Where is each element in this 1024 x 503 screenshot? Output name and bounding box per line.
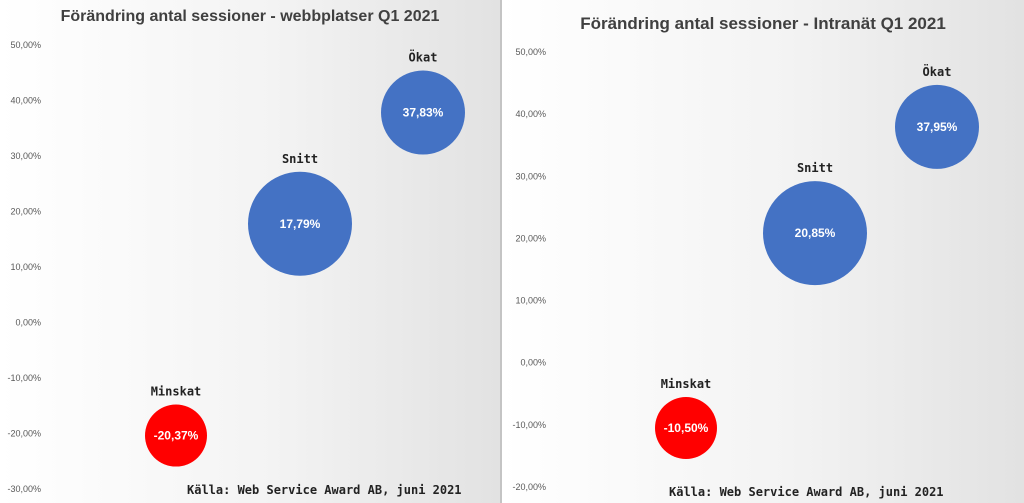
y-tick-label: -20,00% xyxy=(512,482,546,492)
bubble-name-label: Ökat xyxy=(923,64,952,79)
y-tick-label: 20,00% xyxy=(515,233,546,243)
bubble-snitt: 20,85% Snitt xyxy=(763,161,867,286)
bubble-chart-webbplatser: 50,00% 40,00% 30,00% 20,00% 10,00% 0,00% -10,0… xyxy=(7,40,465,494)
chart-panel-webbplatser: Förändring antal sessioner - webbplatser… xyxy=(0,0,500,503)
y-tick-label: 50,00% xyxy=(10,40,41,50)
bubble-mark xyxy=(895,84,979,169)
bubble-mark xyxy=(248,171,352,276)
bubble-name-label: Ökat xyxy=(409,50,438,65)
y-tick-label: 30,00% xyxy=(515,171,546,181)
bubble-name-label: Snitt xyxy=(797,161,833,175)
chart-title: Förändring antal sessioner - webbplatser… xyxy=(60,8,440,25)
y-tick-label: 0,00% xyxy=(520,358,546,368)
chart-panel-intranat: Förändring antal sessioner - Intranät Q1… xyxy=(502,0,1024,503)
y-tick-label: 10,00% xyxy=(10,262,41,272)
bubble-value-label: 37,83% xyxy=(403,106,444,120)
bubble-name-label: Snitt xyxy=(282,152,318,166)
bubble-name-label: Minskat xyxy=(151,385,202,399)
bubble-minskat: -10,50% Minskat xyxy=(655,377,717,459)
bubble-chart-intranat: 50,00% 40,00% 30,00% 20,00% 10,00% 0,00% -10,0… xyxy=(512,47,979,492)
chart-title: Förändring antal sessioner - Intranät Q1… xyxy=(580,14,946,33)
y-tick-label: 40,00% xyxy=(10,96,41,106)
source-note: Källa: Web Service Award AB, juni 2021 xyxy=(669,485,944,499)
bubble-okat: 37,83% Ökat xyxy=(381,50,465,155)
y-tick-label: 30,00% xyxy=(10,151,41,161)
y-tick-label: 10,00% xyxy=(515,296,546,306)
y-tick-label: 20,00% xyxy=(10,207,41,217)
y-tick-label: 40,00% xyxy=(515,109,546,119)
y-tick-label: -30,00% xyxy=(7,484,41,494)
bubble-mark xyxy=(381,70,465,155)
y-tick-label: -10,00% xyxy=(512,420,546,430)
bubble-value-label: -20,37% xyxy=(154,429,199,443)
bubble-mark xyxy=(655,396,717,459)
panel-divider xyxy=(500,0,502,503)
y-tick-label: 50,00% xyxy=(515,47,546,57)
bubble-mark xyxy=(145,404,207,467)
bubble-value-label: 17,79% xyxy=(280,217,321,231)
bubble-value-label: 20,85% xyxy=(795,226,836,240)
bubble-snitt: 17,79% Snitt xyxy=(248,152,352,276)
y-tick-label: -20,00% xyxy=(7,429,41,439)
y-tick-label: 0,00% xyxy=(15,318,41,328)
bubble-mark xyxy=(763,181,867,286)
bubble-value-label: 37,95% xyxy=(917,120,958,134)
bubble-value-label: -10,50% xyxy=(664,421,709,435)
bubble-minskat: -20,37% Minskat xyxy=(145,385,207,467)
y-tick-label: -10,00% xyxy=(7,373,41,383)
source-note: Källa: Web Service Award AB, juni 2021 xyxy=(187,483,462,497)
bubble-name-label: Minskat xyxy=(661,377,712,391)
bubble-okat: 37,95% Ökat xyxy=(895,64,979,169)
